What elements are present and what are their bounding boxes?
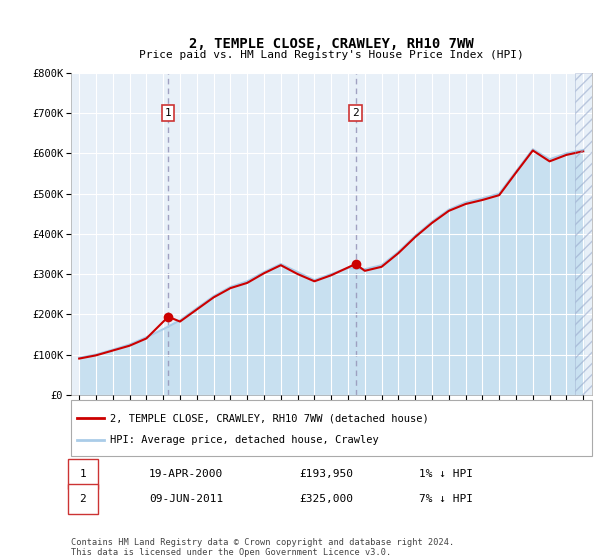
Text: 2, TEMPLE CLOSE, CRAWLEY, RH10 7WW (detached house): 2, TEMPLE CLOSE, CRAWLEY, RH10 7WW (deta… — [110, 413, 428, 423]
Text: 19-APR-2000: 19-APR-2000 — [149, 469, 223, 479]
Text: Price paid vs. HM Land Registry's House Price Index (HPI): Price paid vs. HM Land Registry's House … — [139, 50, 524, 60]
Text: 2: 2 — [352, 108, 359, 118]
Title: 2, TEMPLE CLOSE, CRAWLEY, RH10 7WW: 2, TEMPLE CLOSE, CRAWLEY, RH10 7WW — [189, 37, 473, 51]
Text: 1: 1 — [79, 469, 86, 479]
Text: 2: 2 — [79, 494, 86, 504]
Text: 1% ↓ HPI: 1% ↓ HPI — [419, 469, 473, 479]
Text: Contains HM Land Registry data © Crown copyright and database right 2024.
This d: Contains HM Land Registry data © Crown c… — [71, 538, 454, 557]
Text: £325,000: £325,000 — [299, 494, 353, 504]
Text: 09-JUN-2011: 09-JUN-2011 — [149, 494, 223, 504]
Text: £193,950: £193,950 — [299, 469, 353, 479]
Bar — [575, 73, 592, 395]
Text: HPI: Average price, detached house, Crawley: HPI: Average price, detached house, Craw… — [110, 435, 379, 445]
Text: 7% ↓ HPI: 7% ↓ HPI — [419, 494, 473, 504]
Text: 1: 1 — [165, 108, 172, 118]
